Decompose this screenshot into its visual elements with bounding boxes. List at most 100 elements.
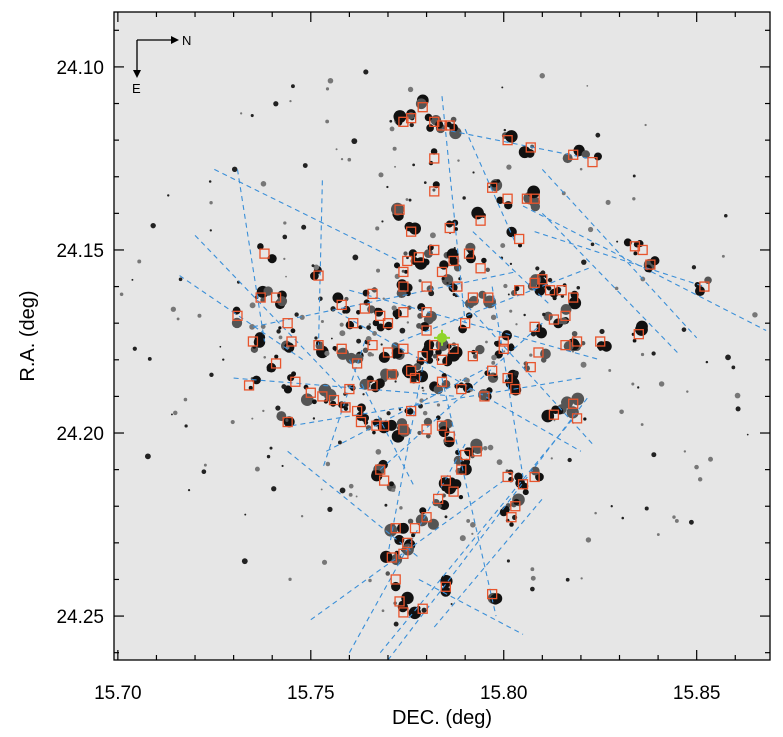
dark-clump [438,499,450,511]
dark-speck [470,522,476,528]
dark-speck [405,198,409,201]
dark-speck [386,185,389,189]
dark-speck [463,377,469,383]
dark-speck [321,559,328,565]
dark-speck [408,198,412,202]
dark-speck [500,243,506,249]
connection-line [287,450,420,558]
dark-clump [540,357,547,363]
dark-speck [325,119,330,124]
dark-speck [651,452,657,458]
connection-line [541,169,698,339]
dark-speck [721,254,725,258]
dark-clump [401,269,405,273]
dark-speck [325,461,331,467]
dark-speck [640,423,644,426]
dark-speck [735,406,741,412]
dark-speck [348,483,354,489]
dark-clump [501,330,512,341]
dark-speck [553,419,556,422]
dark-speck [686,390,689,393]
dark-speck [260,181,267,187]
dark-speck [530,567,535,572]
dark-speck [485,340,488,344]
dark-speck [275,405,281,411]
cluster-marker [243,380,255,391]
dark-speck [330,306,336,312]
dark-speck [406,321,410,324]
dark-speck [249,302,256,309]
dark-clump [404,269,408,274]
dark-clump [499,508,508,517]
dark-speck [240,112,243,115]
x-axis-title: DEC. (deg) [392,707,492,729]
dark-clump [509,522,514,527]
dark-speck [384,503,388,507]
dark-speck [241,558,248,565]
dark-clump [276,411,287,422]
dark-speck [421,607,427,613]
cluster-marker [487,365,498,376]
dark-clump [267,254,277,264]
dark-speck [422,410,428,416]
dark-speck [312,417,316,420]
dark-clump [594,152,602,161]
dark-clump [316,341,320,345]
dark-speck [509,262,513,266]
cluster-marker [398,116,409,127]
dark-speck [219,345,222,348]
dark-speck [203,463,207,467]
cluster-marker [460,449,471,461]
dark-speck [271,486,277,492]
connection-line [291,377,582,427]
dark-speck [394,380,397,383]
dark-speck [320,488,323,491]
dark-speck [466,519,471,523]
dark-speck [386,411,391,416]
dark-clump [694,282,701,288]
dark-speck [450,603,453,606]
dark-clump [232,306,241,315]
dark-speck [586,85,589,87]
cluster-marker [336,299,347,311]
dark-clump [504,201,513,210]
dark-speck [167,194,170,197]
dark-speck [381,220,384,223]
dark-clump [372,430,376,435]
dark-speck [491,354,497,361]
cluster-marker [351,358,363,369]
cluster-marker [436,420,448,431]
dark-speck [496,459,503,466]
dark-speck [621,516,625,520]
dark-speck [632,174,636,178]
dark-speck [266,454,271,459]
dark-clump [530,466,540,476]
cluster-marker [394,204,405,215]
dark-clump [454,227,458,232]
dark-speck [380,343,383,346]
cluster-marker [409,523,421,534]
cluster-marker [371,420,382,431]
connection-line [379,322,543,471]
dark-speck [340,157,344,161]
compass-north-arrowhead [171,36,179,44]
dark-clump [260,297,266,303]
dark-clump [285,418,289,422]
dark-clump [563,341,574,352]
dark-clump [391,347,403,359]
dark-speck [734,392,741,399]
cluster-marker [409,372,421,384]
cluster-marker [378,475,390,486]
dark-clump [441,276,445,281]
cluster-marker [290,376,301,387]
dark-speck [250,113,254,118]
dark-speck [506,559,510,563]
dark-speck [674,518,679,523]
cluster-marker [375,310,386,322]
dark-clump [411,533,416,538]
dark-speck [288,577,292,581]
cluster-marker [463,248,475,259]
cluster-marker [560,310,571,322]
dark-clump [505,130,518,143]
